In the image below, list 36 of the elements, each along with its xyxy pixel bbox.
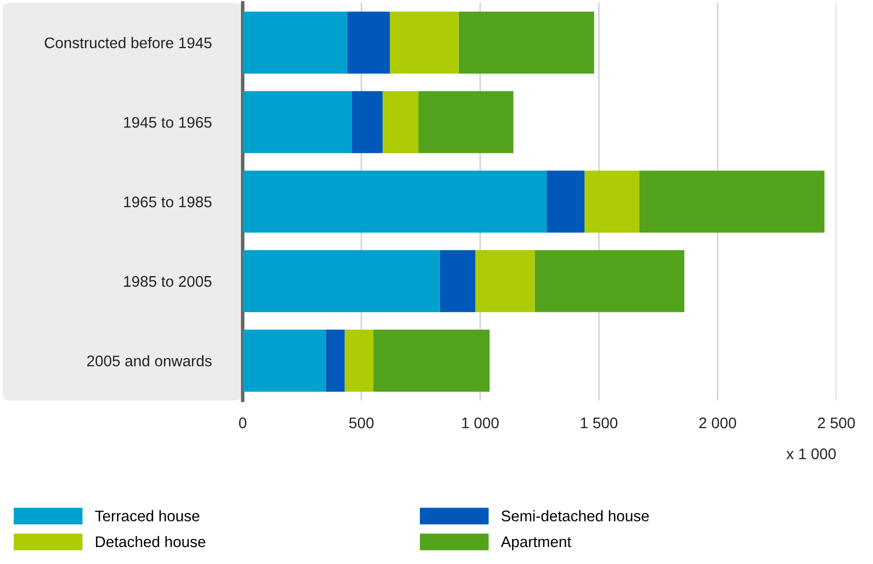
bar: [440, 250, 476, 312]
legend-label: Apartment: [500, 536, 572, 550]
x-tick-label: 2 000: [699, 418, 736, 428]
bar: [373, 330, 490, 392]
bar: [475, 250, 535, 312]
y-tick-label: 1945 to 1965: [124, 116, 212, 128]
bar: [546, 170, 585, 233]
x-tick-label: 1 500: [580, 418, 618, 428]
y-tick-label: 1965 to 1985: [124, 196, 212, 208]
bar: [344, 330, 374, 392]
x-tick-label: 0: [239, 418, 246, 428]
x-axis-title: x 1 000: [786, 448, 836, 460]
y-tick-label: 1985 to 2005: [124, 276, 212, 287]
legend-label: Semi-detached house: [502, 510, 649, 522]
bar: [584, 170, 640, 233]
bar: [390, 12, 459, 74]
bar: [418, 91, 514, 154]
legend-label: Detached house: [96, 536, 206, 548]
x-tick-label: 2 500: [818, 418, 855, 428]
bar: [326, 330, 345, 392]
bar: [382, 91, 418, 154]
bar: [458, 12, 594, 74]
bar: [242, 12, 348, 74]
bar: [639, 170, 824, 233]
x-tick-label: 500: [349, 418, 374, 428]
bar: [242, 330, 326, 392]
bar: [352, 91, 383, 154]
bar: [242, 91, 352, 154]
y-tick-label: Constructed before 1945: [44, 37, 212, 48]
legend-label: Terraced house: [95, 510, 200, 522]
bar: [242, 170, 547, 233]
bar: [534, 250, 684, 312]
bar: [347, 12, 390, 74]
bar: [242, 250, 440, 312]
y-tick-label: 2005 and onwards: [87, 355, 212, 366]
x-tick-label: 1 000: [462, 418, 499, 428]
